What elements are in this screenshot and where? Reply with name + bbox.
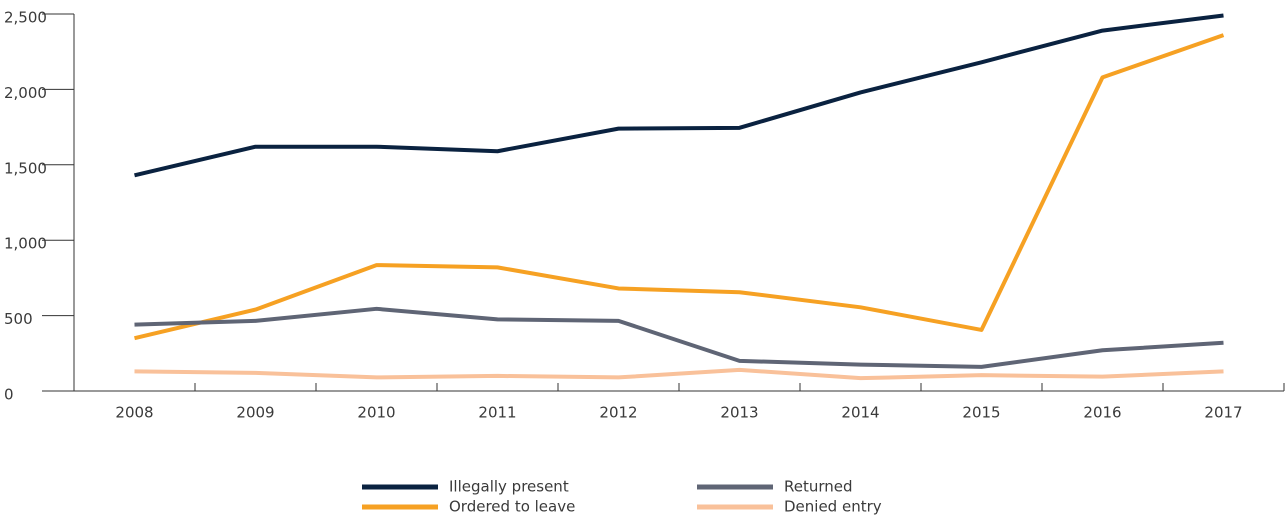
series-line	[134, 367, 1224, 381]
y-tick-label: 1,000	[4, 235, 47, 253]
x-tick-label: 2016	[1083, 404, 1121, 422]
x-tick-label: 2017	[1204, 404, 1242, 422]
legend-label: Illegally present	[449, 478, 569, 496]
y-tick-label: 2,500	[4, 9, 47, 27]
y-tick-label: 1,500	[4, 159, 47, 177]
series-line	[134, 13, 1224, 178]
x-tick-label: 2013	[720, 404, 758, 422]
x-tick-label: 2012	[599, 404, 637, 422]
series-line	[134, 33, 1225, 341]
x-tick-label: 2010	[357, 404, 395, 422]
x-tick-label: 2015	[962, 404, 1000, 422]
y-tick-label: 500	[4, 310, 33, 328]
x-tick-label: 2009	[236, 404, 274, 422]
legend-label: Denied entry	[784, 498, 882, 516]
x-tick-label: 2014	[841, 404, 879, 422]
x-tick-label: 2008	[115, 404, 153, 422]
y-tick-label: 2,000	[4, 84, 47, 102]
y-tick-label: 0	[4, 386, 14, 404]
legend-label: Ordered to leave	[449, 498, 575, 516]
series-line	[134, 306, 1224, 369]
x-tick-label: 2011	[478, 404, 516, 422]
legend-label: Returned	[784, 478, 853, 496]
